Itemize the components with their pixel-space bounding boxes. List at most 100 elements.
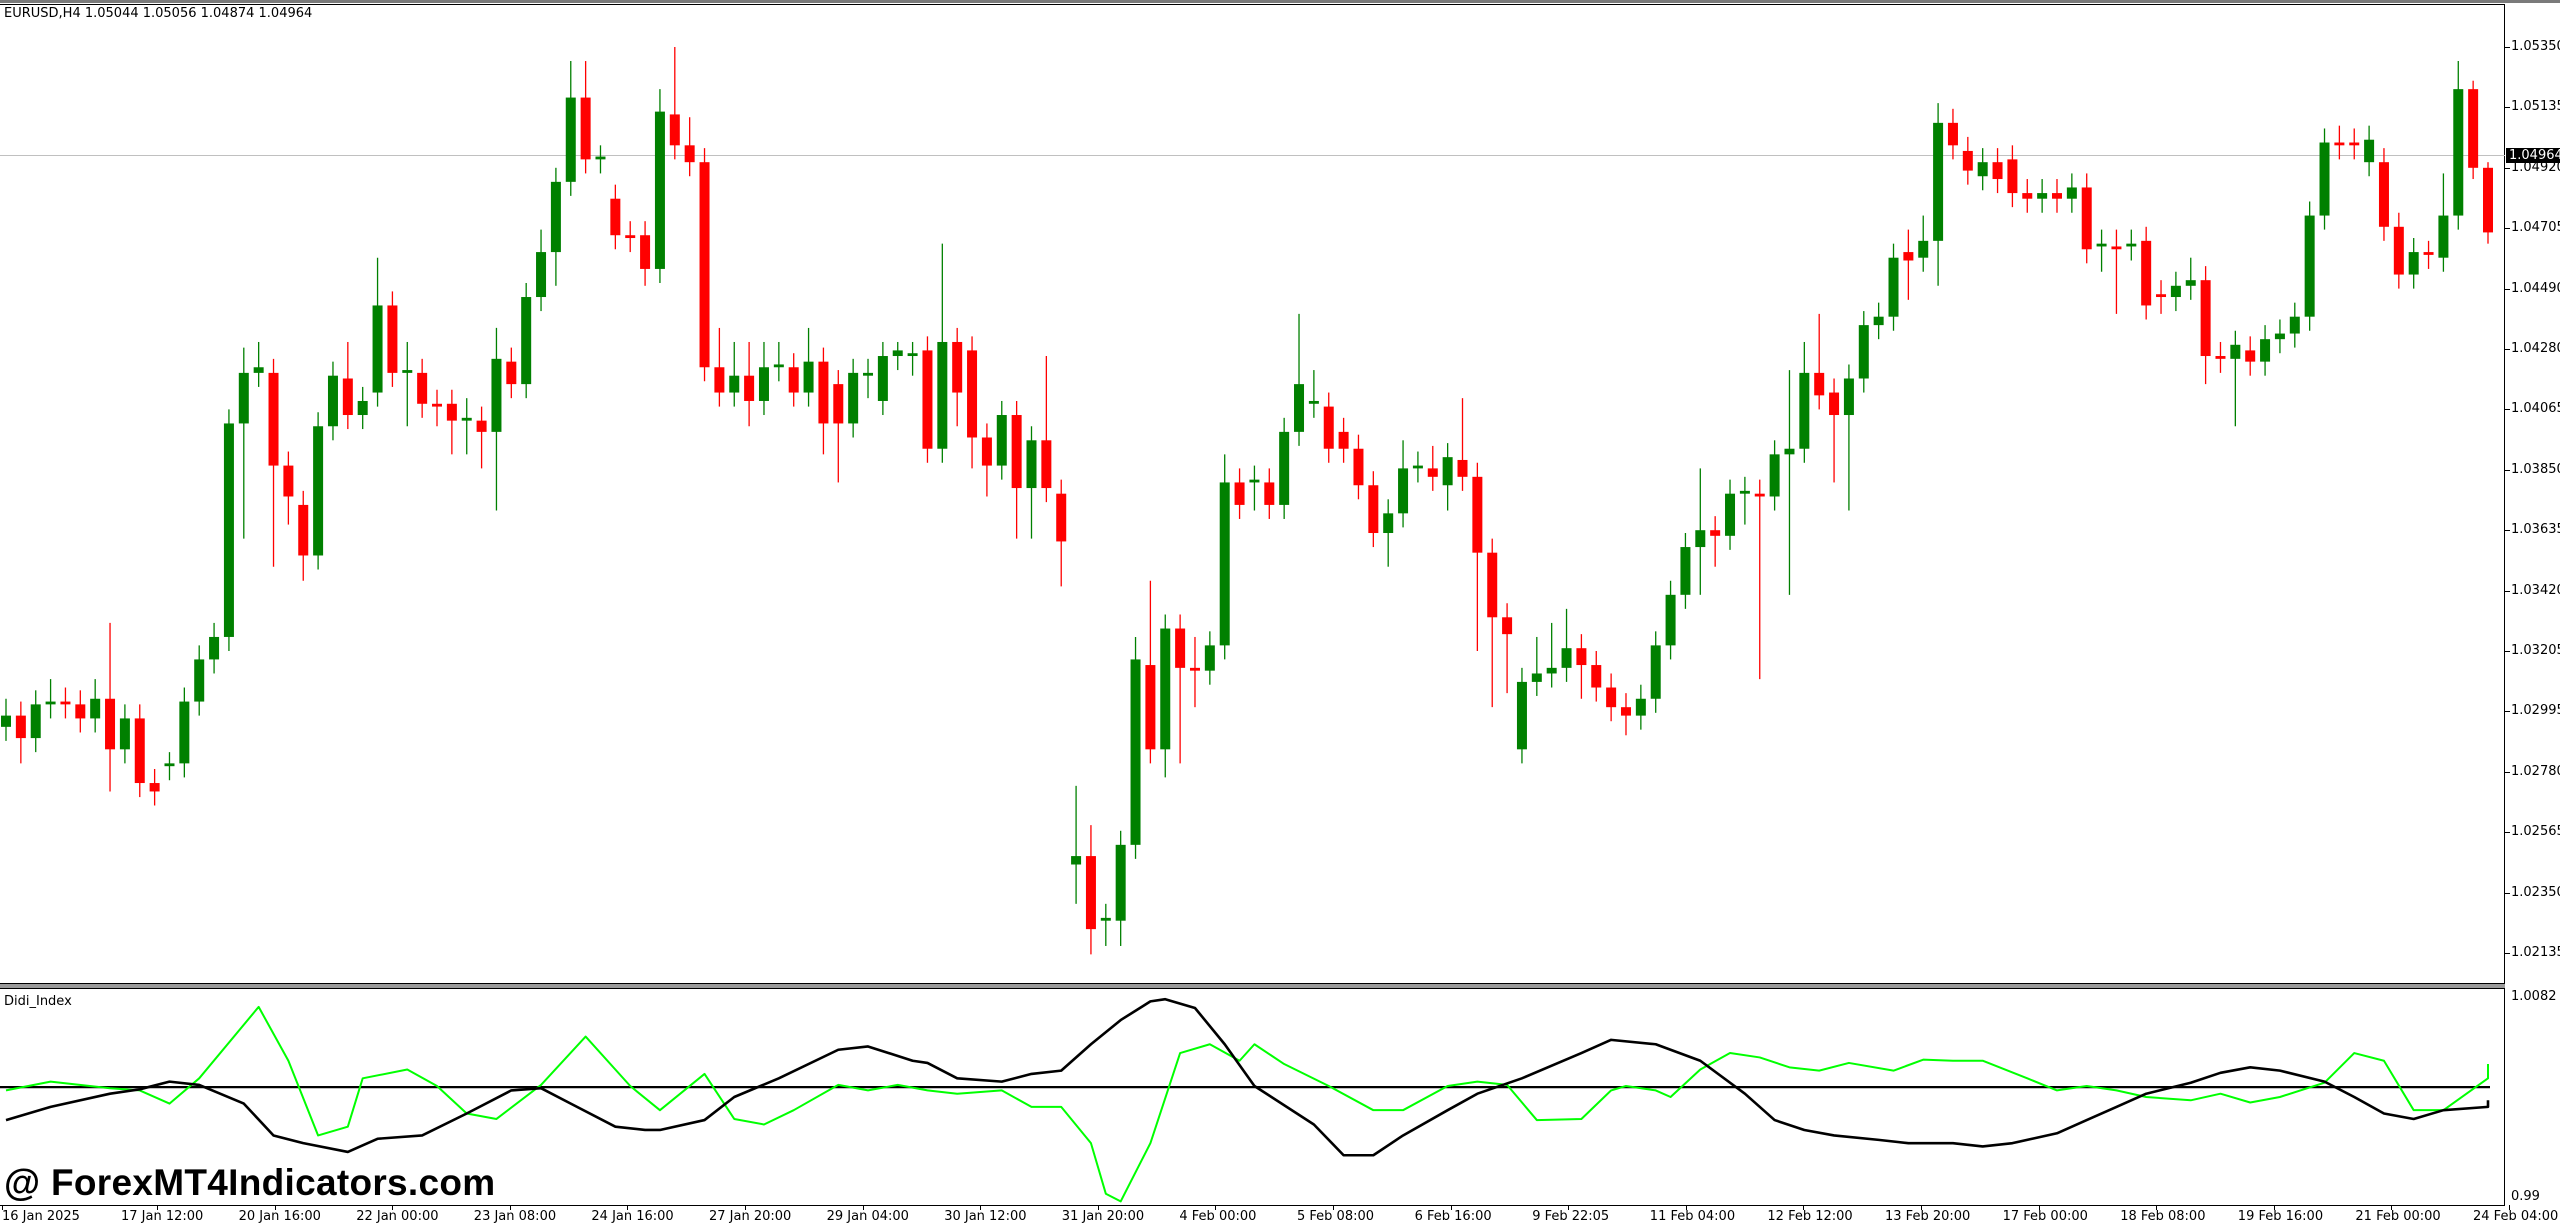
- candle-body: [1977, 162, 1988, 177]
- candle: [2319, 128, 2330, 230]
- candle-body: [149, 783, 160, 792]
- candle-body: [2051, 193, 2062, 199]
- candle: [1918, 215, 1929, 272]
- indicator-axis-label: 0.99: [2511, 1189, 2540, 1204]
- candle: [1680, 533, 1691, 609]
- candle-body: [1353, 448, 1364, 486]
- candle: [1085, 825, 1096, 955]
- candle-body: [848, 372, 859, 424]
- price-tick: [2505, 892, 2510, 894]
- candle-body: [1160, 628, 1171, 750]
- candle-body: [625, 235, 636, 239]
- candle: [1145, 580, 1156, 764]
- candle-body: [610, 198, 621, 236]
- candle: [981, 423, 992, 497]
- time-label: 18 Feb 08:00: [2120, 1209, 2206, 1224]
- price-tick: [2505, 711, 2510, 713]
- candle: [2274, 319, 2285, 354]
- candle: [2364, 125, 2375, 177]
- price-label: 1.04065: [2511, 401, 2560, 417]
- candle: [952, 327, 963, 427]
- candle: [417, 358, 428, 418]
- candle-body: [1665, 594, 1676, 646]
- candle-body: [937, 341, 948, 449]
- candle-body: [179, 701, 190, 764]
- candle: [1056, 479, 1067, 587]
- time-tick: [157, 1205, 158, 1210]
- candle: [30, 690, 41, 753]
- candle: [1383, 499, 1394, 567]
- time-tick: [1803, 1205, 1805, 1210]
- candle-body: [1145, 665, 1156, 750]
- candle-body: [2096, 243, 2107, 247]
- time-label: 24 Feb 04:00: [2473, 1209, 2559, 1224]
- candle-body: [402, 370, 413, 373]
- candle-body: [1531, 673, 1542, 682]
- candle: [1457, 398, 1468, 491]
- candle: [1725, 479, 1736, 550]
- candle-body: [952, 341, 963, 393]
- candle-body: [298, 504, 309, 556]
- candle: [1754, 479, 1765, 680]
- candle: [1888, 243, 1899, 331]
- candle-body: [2393, 226, 2404, 275]
- candle: [119, 704, 130, 764]
- time-label: 13 Feb 20:00: [1885, 1209, 1971, 1224]
- price-chart-pane[interactable]: [0, 4, 2505, 984]
- candle: [848, 358, 859, 438]
- candle: [1041, 356, 1052, 503]
- pane-separator[interactable]: [0, 984, 2505, 988]
- price-tick: [2505, 590, 2510, 592]
- candle: [2081, 173, 2092, 264]
- candle: [268, 358, 279, 567]
- candle-body: [2170, 285, 2181, 298]
- price-tick: [2505, 530, 2510, 532]
- candle-body: [2215, 356, 2226, 359]
- candle: [729, 341, 740, 407]
- candle: [1665, 580, 1676, 660]
- candle-body: [1487, 552, 1498, 618]
- candle-body: [640, 235, 651, 269]
- time-label: 19 Feb 16:00: [2237, 1209, 2324, 1224]
- candle-body: [863, 372, 874, 376]
- candle-body: [2141, 240, 2152, 306]
- candle: [1502, 603, 1513, 694]
- candle: [1695, 468, 1706, 595]
- candle: [238, 347, 249, 539]
- candle-body: [1234, 482, 1245, 505]
- candle: [1546, 622, 1557, 688]
- price-tick: [2505, 47, 2510, 48]
- candle: [610, 184, 621, 250]
- indicator-pane[interactable]: [0, 988, 2505, 1206]
- candle: [506, 347, 517, 399]
- candle: [357, 386, 368, 430]
- candle-body: [684, 145, 695, 163]
- candle: [1071, 785, 1082, 904]
- candle-body: [1561, 648, 1572, 668]
- candle: [446, 389, 457, 455]
- candle-body: [2081, 187, 2092, 250]
- time-tick: [862, 1205, 864, 1210]
- candle-body: [1041, 440, 1052, 489]
- price-label: 1.03850: [2511, 461, 2560, 477]
- candle: [1799, 341, 1810, 463]
- candle-body: [2378, 162, 2389, 227]
- candle-body: [758, 367, 769, 401]
- candle-body: [1725, 493, 1736, 536]
- candle-body: [1546, 667, 1557, 674]
- candle: [1516, 667, 1527, 764]
- candle: [937, 243, 948, 463]
- candle: [15, 701, 26, 764]
- candle: [134, 704, 145, 798]
- candle: [2408, 238, 2419, 289]
- candle-body: [2022, 193, 2033, 199]
- candle: [1175, 614, 1186, 764]
- candle-body: [491, 358, 502, 432]
- candle-body: [1011, 415, 1022, 489]
- candle: [2066, 173, 2077, 213]
- candle: [892, 341, 903, 371]
- candle-body: [1769, 454, 1780, 497]
- candle: [2378, 148, 2389, 241]
- price-tick: [2505, 349, 2510, 350]
- candle-body: [2200, 280, 2211, 357]
